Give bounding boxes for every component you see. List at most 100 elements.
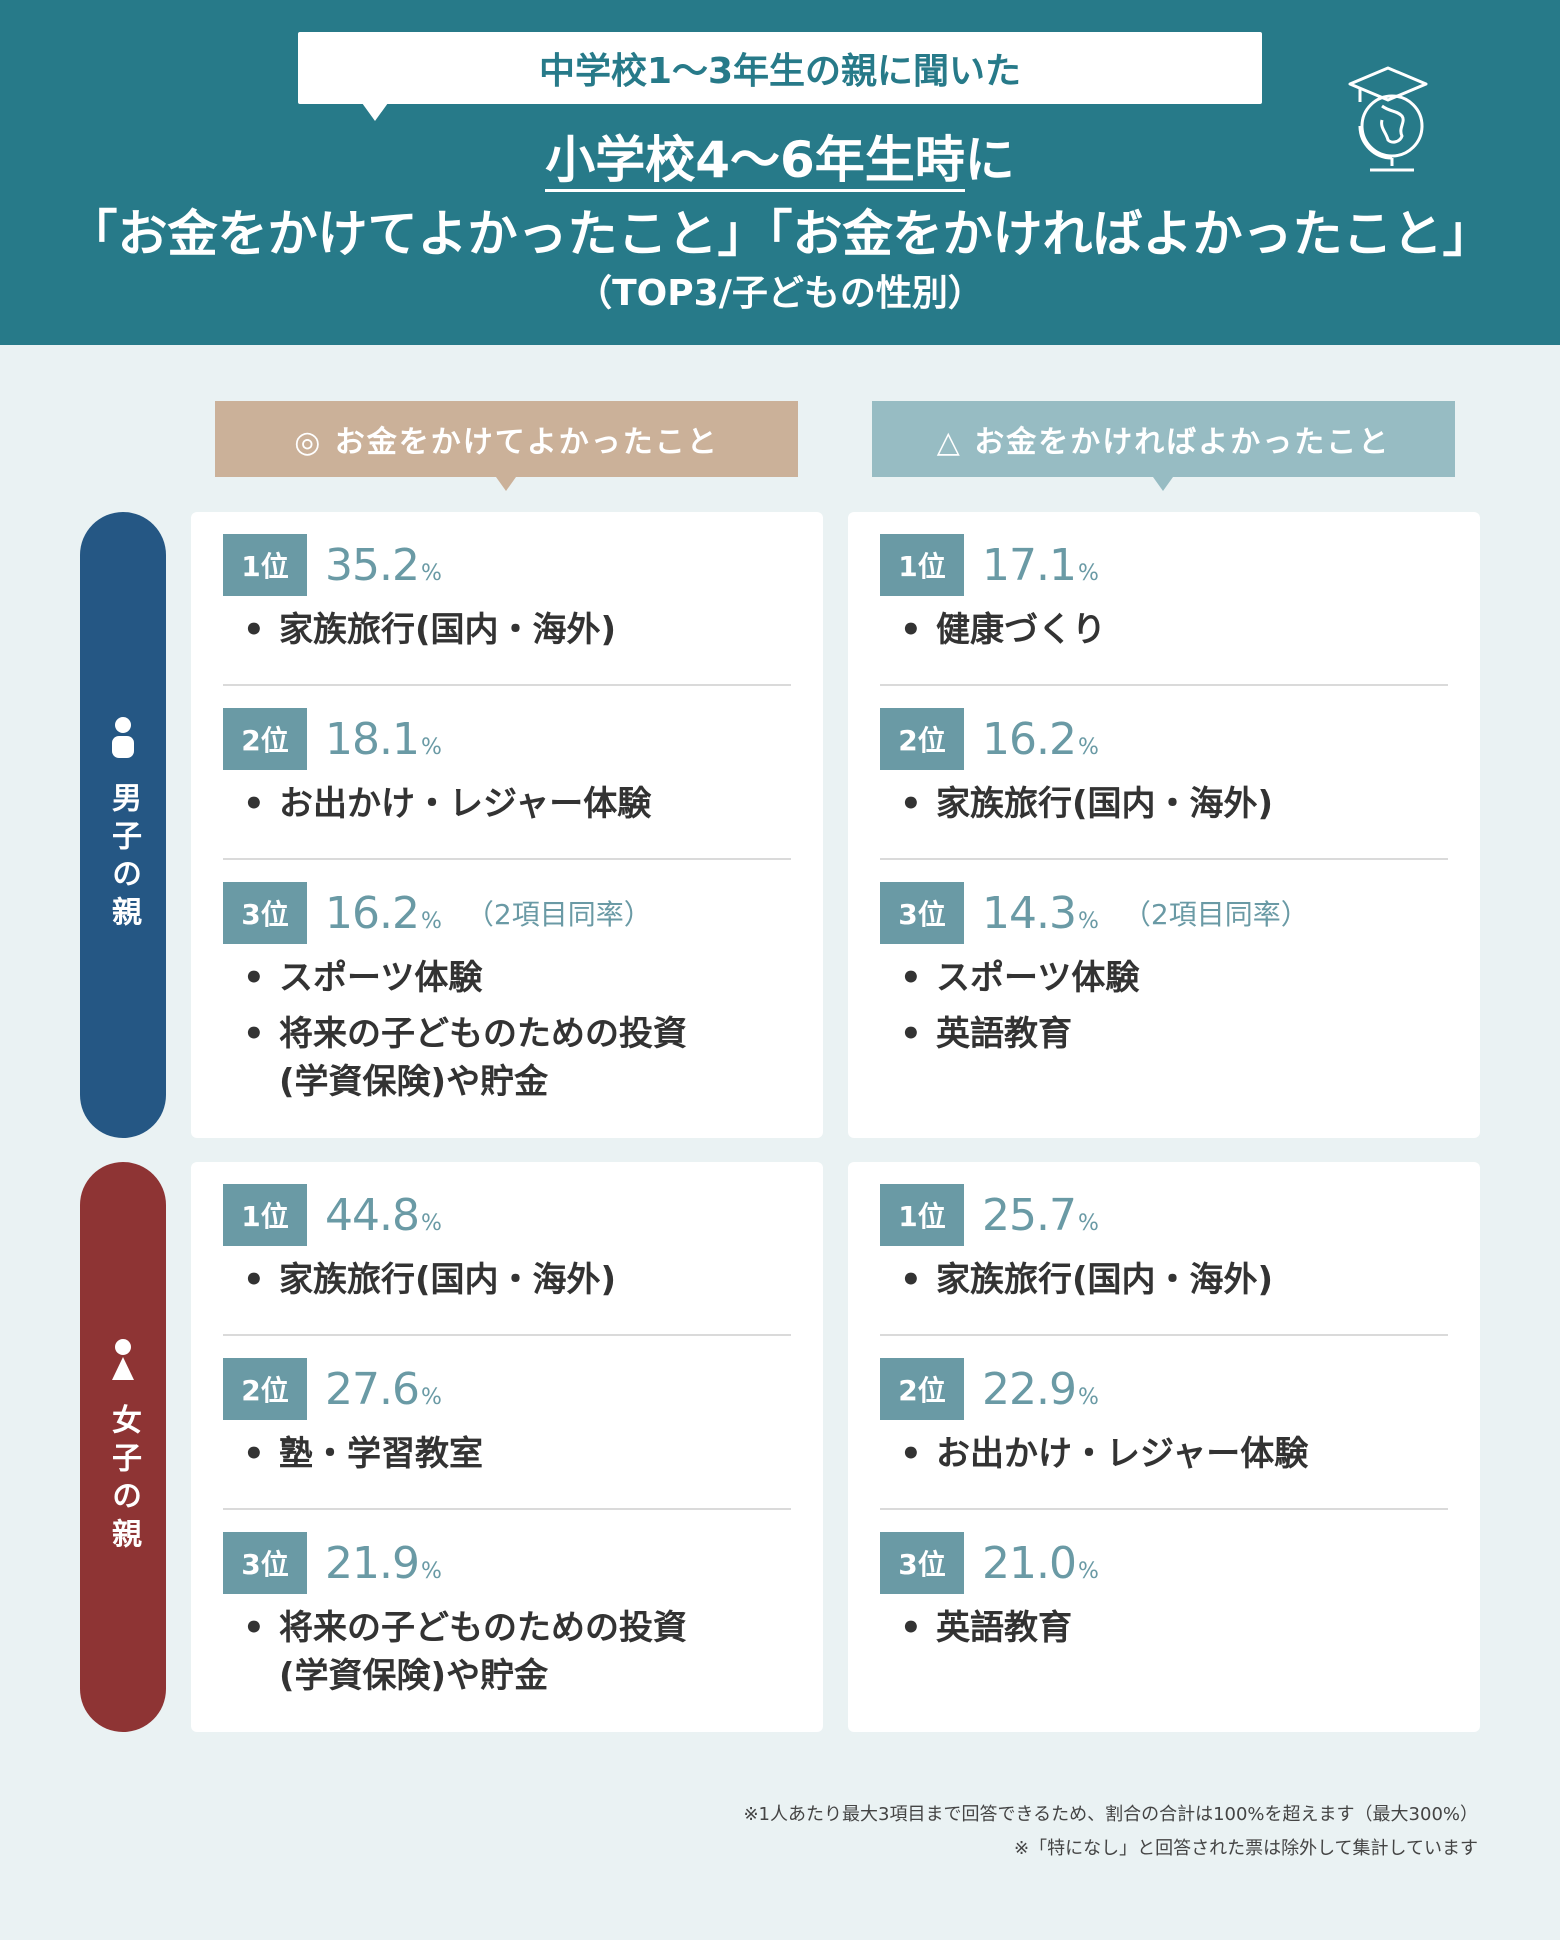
- title-line1: 小学校4〜6年生時に: [0, 128, 1560, 192]
- answer-item: お出かけ・レジャー体験: [243, 780, 651, 828]
- rank-entry: 1位 17.1% 健康づくり: [880, 534, 1448, 694]
- answer-item: 英語教育: [900, 1604, 1072, 1652]
- boy-parent-text: 男子の親: [106, 782, 141, 934]
- percentage-value: 16.2: [325, 887, 420, 939]
- rank-row: 2位 18.1%: [223, 708, 442, 770]
- percentage-value: 14.3: [982, 887, 1077, 939]
- girl-parent-text: 女子の親: [106, 1404, 141, 1556]
- tie-note: （2項目同率）: [465, 898, 652, 931]
- percentage-unit: %: [420, 1385, 442, 1410]
- panel-boy-wish: 1位 17.1% 健康づくり 2位 16.2% 家族旅行(国内・海外) 3位 14.3% （2項…: [848, 512, 1480, 1138]
- percentage-unit: %: [420, 735, 442, 760]
- percentage-value: 44.8: [325, 1189, 420, 1241]
- answer-item: 家族旅行(国内・海外): [243, 1256, 616, 1304]
- rank-entry: 1位 35.2% 家族旅行(国内・海外): [223, 534, 791, 694]
- rank-badge: 2位: [223, 708, 307, 770]
- answer-item: 塾・学習教室: [243, 1430, 483, 1478]
- rank-entry: 3位 14.3% （2項目同率） スポーツ体験英語教育: [880, 882, 1448, 1058]
- separator: [880, 858, 1448, 860]
- answer-item: 家族旅行(国内・海外): [900, 1256, 1273, 1304]
- rank-badge: 3位: [223, 882, 307, 944]
- survey-bubble: 中学校1〜3年生の親に聞いた: [298, 32, 1262, 104]
- percentage-value: 21.9: [325, 1537, 420, 1589]
- separator: [880, 684, 1448, 686]
- rank-entry: 2位 18.1% お出かけ・レジャー体験: [223, 708, 791, 868]
- rank-row: 1位 17.1%: [880, 534, 1099, 596]
- percentage-value: 21.0: [982, 1537, 1077, 1589]
- percentage-value: 16.2: [982, 713, 1077, 765]
- title-line2: 「お金をかけてよかったこと」「お金をかければよかったこと」: [67, 205, 1493, 263]
- answer-item: 家族旅行(国内・海外): [243, 606, 616, 654]
- boy-person-icon: [112, 717, 134, 758]
- rank-badge: 3位: [880, 882, 964, 944]
- rank-row: 1位 25.7%: [880, 1184, 1099, 1246]
- rank-row: 3位 21.9%: [223, 1532, 442, 1594]
- panel-boy-good: 1位 35.2% 家族旅行(国内・海外) 2位 18.1% お出かけ・レジャー体験 3位 16…: [191, 512, 823, 1138]
- column-header-wish-tail: [1153, 477, 1173, 491]
- percentage-unit: %: [420, 1559, 442, 1584]
- rank-entry: 2位 16.2% 家族旅行(国内・海外): [880, 708, 1448, 868]
- tie-note: （2項目同率）: [1122, 898, 1309, 931]
- percentage-unit: %: [1077, 1559, 1099, 1584]
- rank-row: 3位 14.3% （2項目同率）: [880, 882, 1309, 944]
- graduation-globe-icon: [1348, 66, 1428, 172]
- rank-entry: 2位 27.6% 塾・学習教室: [223, 1358, 791, 1518]
- rank-badge: 3位: [880, 1532, 964, 1594]
- title-line1-rest: に: [964, 131, 1015, 189]
- rank-row: 3位 16.2% （2項目同率）: [223, 882, 652, 944]
- separator: [223, 684, 791, 686]
- rank-entry: 1位 44.8% 家族旅行(国内・海外): [223, 1184, 791, 1344]
- answer-item: 将来の子どものための投資(学資保険)や貯金: [243, 1604, 687, 1700]
- rank-badge: 1位: [223, 1184, 307, 1246]
- rank-row: 3位 21.0%: [880, 1532, 1099, 1594]
- footnote-1: ※1人あたり最大3項目まで回答できるため、割合の合計は100%を超えます（最大3…: [743, 1804, 1478, 1825]
- separator: [223, 858, 791, 860]
- girl-person-icon: [112, 1339, 134, 1380]
- rank-badge: 2位: [880, 1358, 964, 1420]
- rank-row: 2位 16.2%: [880, 708, 1099, 770]
- answer-item: 健康づくり: [900, 606, 1106, 654]
- rank-entry: 2位 22.9% お出かけ・レジャー体験: [880, 1358, 1448, 1518]
- bubble-tail: [362, 103, 388, 121]
- answer-item: 家族旅行(国内・海外): [900, 780, 1273, 828]
- answer-item: スポーツ体験: [243, 954, 482, 1002]
- separator: [223, 1334, 791, 1336]
- girl-parent-label: 女子の親: [80, 1162, 166, 1732]
- percentage-unit: %: [420, 561, 442, 586]
- rank-row: 2位 27.6%: [223, 1358, 442, 1420]
- column-header-good: ◎ お金をかけてよかったこと: [215, 401, 798, 477]
- rank-badge: 2位: [223, 1358, 307, 1420]
- percentage-value: 18.1: [325, 713, 420, 765]
- title-line3: （TOP3/子どもの性別）: [576, 273, 984, 314]
- header: 中学校1〜3年生の親に聞いた 小学校4〜6年生時に 「お金をかけてよかったこと」…: [0, 0, 1560, 345]
- panel-girl-good: 1位 44.8% 家族旅行(国内・海外) 2位 27.6% 塾・学習教室 3位 21.9% 将来…: [191, 1162, 823, 1732]
- rank-entry: 1位 25.7% 家族旅行(国内・海外): [880, 1184, 1448, 1344]
- rank-row: 1位 44.8%: [223, 1184, 442, 1246]
- percentage-value: 22.9: [982, 1363, 1077, 1415]
- answer-item: 将来の子どものための投資(学資保険)や貯金: [243, 1010, 687, 1106]
- answer-item: お出かけ・レジャー体験: [900, 1430, 1308, 1478]
- percentage-unit: %: [1077, 735, 1099, 760]
- rank-row: 1位 35.2%: [223, 534, 442, 596]
- boy-parent-label: 男子の親: [80, 512, 166, 1138]
- percentage-value: 35.2: [325, 539, 420, 591]
- rank-badge: 1位: [880, 534, 964, 596]
- rank-entry: 3位 21.0%英語教育: [880, 1532, 1448, 1692]
- rank-entry: 3位16.2%（2項目同率）スポーツ体験将来の子どものための投資(学資保険)や貯…: [223, 882, 791, 1102]
- answer-item: スポーツ体験: [900, 954, 1139, 1002]
- separator: [880, 1508, 1448, 1510]
- rank-row: 2位 22.9%: [880, 1358, 1099, 1420]
- percentage-unit: %: [1077, 1385, 1099, 1410]
- percentage-value: 27.6: [325, 1363, 420, 1415]
- separator: [880, 1334, 1448, 1336]
- percentage-unit: %: [1077, 561, 1099, 586]
- percentage-value: 25.7: [982, 1189, 1077, 1241]
- separator: [223, 1508, 791, 1510]
- footnote-2: ※「特になし」と回答された票は除外して集計しています: [1014, 1838, 1478, 1859]
- column-header-wish: △ お金をかければよかったこと: [872, 401, 1455, 477]
- rank-badge: 3位: [223, 1532, 307, 1594]
- percentage-unit: %: [420, 909, 442, 934]
- rank-badge: 1位: [223, 534, 307, 596]
- percentage-unit: %: [420, 1211, 442, 1236]
